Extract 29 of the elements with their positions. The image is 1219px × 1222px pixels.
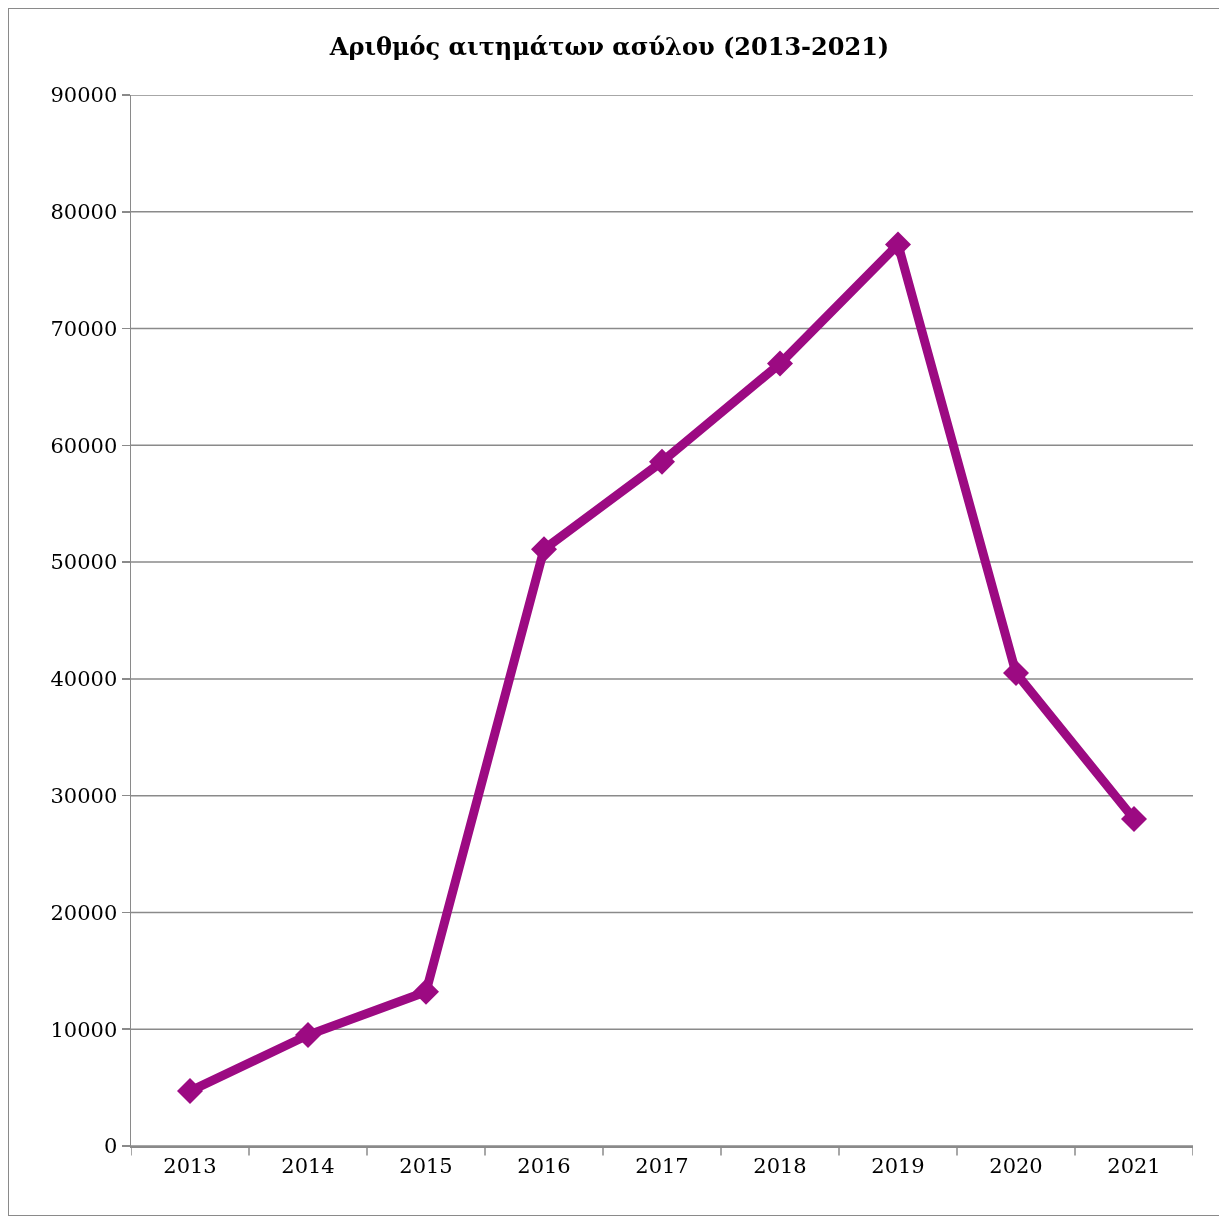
x-tick-label: 2021 — [1107, 1153, 1161, 1178]
point — [767, 350, 793, 377]
x-tick-label: 2015 — [399, 1153, 453, 1178]
point — [1121, 806, 1147, 833]
x-tick-label: 2020 — [989, 1153, 1043, 1178]
y-tick-label: 10000 — [50, 1017, 118, 1042]
point — [1003, 660, 1029, 687]
y-tick-label: 20000 — [50, 900, 118, 925]
x-tick-label: 2017 — [635, 1153, 689, 1178]
y-tick-label: 40000 — [50, 667, 118, 692]
x-tick-label: 2016 — [517, 1153, 571, 1178]
point — [649, 448, 675, 475]
point — [177, 1078, 203, 1105]
y-tick-label: 80000 — [50, 200, 118, 225]
x-tick-label: 2019 — [871, 1153, 925, 1178]
x-tick-label: 2014 — [281, 1153, 335, 1178]
x-tick-label: 2013 — [163, 1153, 217, 1178]
y-tick-label: 90000 — [50, 83, 118, 108]
y-tick-label: 0 — [103, 1134, 118, 1159]
y-tick-label: 50000 — [50, 550, 118, 575]
point — [295, 1022, 321, 1049]
point — [413, 978, 439, 1005]
point — [531, 536, 557, 563]
x-tick-label: 2018 — [753, 1153, 807, 1178]
y-tick-label: 30000 — [50, 784, 118, 809]
point — [885, 231, 911, 258]
y-tick-label: 70000 — [50, 316, 118, 341]
chart-title: Αριθμός αιτημάτων ασύλου (2013-2021) — [328, 31, 890, 61]
y-tick-label: 60000 — [50, 433, 118, 458]
